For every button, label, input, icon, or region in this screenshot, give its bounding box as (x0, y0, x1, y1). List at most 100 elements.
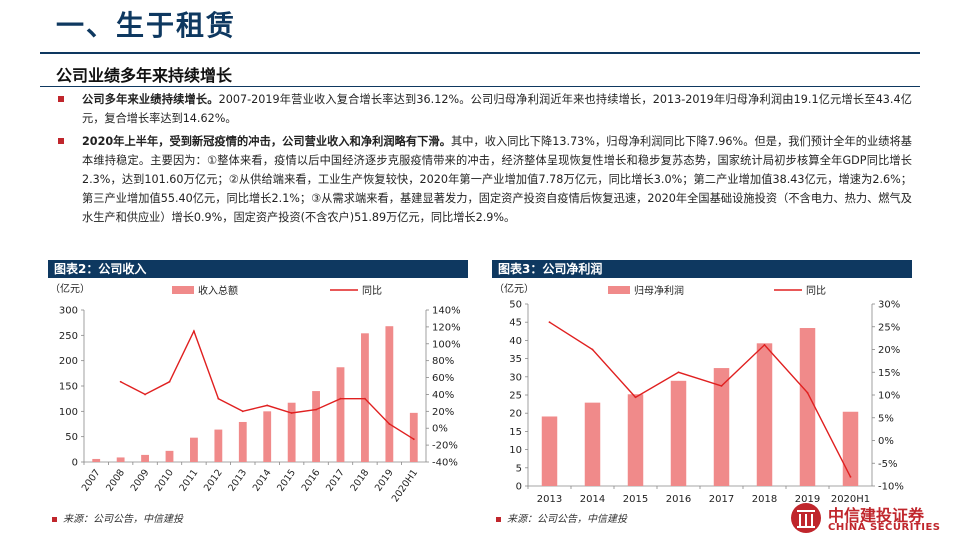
x-tick-label: 2013 (537, 494, 562, 504)
left-tick-label: 50 (509, 300, 522, 311)
page-title: 一、生于租赁 (56, 9, 237, 42)
bar (165, 450, 174, 462)
x-tick-label: 2016 (300, 467, 323, 493)
x-tick-label: 2009 (129, 467, 152, 493)
line-point (806, 391, 809, 394)
line-point (720, 385, 723, 387)
line-point (364, 397, 366, 400)
bar (584, 402, 601, 486)
left-tick-label: 40 (509, 336, 522, 347)
right-tick-label: 100% (432, 339, 461, 350)
x-tick-label: 2016 (666, 494, 691, 504)
right-tick-label: -10% (878, 482, 904, 493)
source-note-revenue: 来源：公司公告，中信建投 (52, 510, 183, 525)
bar (627, 394, 644, 486)
chart-panel-header-profit: 图表3：公司净利润 (492, 260, 912, 278)
line-point (388, 423, 391, 425)
right-tick-label: 80% (432, 356, 454, 367)
line-point (339, 397, 342, 400)
x-tick-label: 2015 (275, 467, 298, 493)
line-point (266, 404, 269, 407)
bullet-text: 2007-2019年营业收入复合增长率达到36.12%。公司归母净利润近年来也持… (82, 93, 912, 125)
x-tick-label: 2011 (178, 467, 201, 493)
line-point (119, 380, 122, 383)
section-subtitle: 公司业绩多年来持续增长 (56, 66, 233, 85)
x-tick-label: 2019 (373, 467, 396, 493)
net-profit-chart: （亿元） 归母净利润 同比 0 5 10 15 20 25 30 35 40 45 50 -10% -5% 0%… (494, 282, 904, 504)
legend-label-bar: 收入总额 (198, 284, 238, 297)
line-point (548, 321, 551, 324)
right-tick-label: 60% (432, 373, 454, 384)
right-tick-label: 40% (432, 390, 454, 401)
unit-label: （亿元） (50, 282, 90, 295)
bar (92, 458, 101, 462)
right-tick-label: 20% (878, 345, 900, 356)
bullet-marker-icon (58, 138, 64, 144)
right-tick-label: 30% (878, 300, 900, 311)
left-tick-label: 0 (72, 458, 78, 469)
left-tick-label: 100 (59, 407, 78, 418)
line-point (217, 397, 220, 400)
bar (190, 437, 198, 462)
bar (116, 457, 125, 462)
left-tick-label: 50 (65, 432, 78, 443)
chart-panel-header-revenue: 图表2：公司收入 (48, 260, 468, 278)
bar (263, 411, 272, 462)
line-point (315, 408, 317, 411)
logo-en-text: CHINA SECURITIES (828, 522, 941, 533)
source-text: 来源：公司公告，中信建投 (63, 514, 183, 525)
bullet-item: 公司多年来业绩持续增长。2007-2019年营业收入复合增长率达到36.12%。… (56, 90, 912, 128)
x-tick-label: 2017 (709, 494, 734, 504)
line-point (634, 396, 637, 399)
line-point (193, 330, 195, 333)
right-tick-label: 0% (878, 436, 894, 447)
x-tick-label: 2019 (795, 494, 820, 504)
left-tick-label: 0 (516, 482, 522, 493)
x-tick-label: 2014 (251, 467, 274, 493)
right-tick-label: 0% (432, 424, 448, 435)
bullet-lead: 2020年上半年，受到新冠疫情的冲击，公司营业收入和净利润略有下滑。 (82, 135, 451, 148)
bar (799, 328, 816, 486)
right-tick-label: 140% (432, 306, 461, 317)
right-tick-label: -20% (432, 441, 458, 452)
bullet-marker-icon (58, 96, 64, 102)
bar (336, 367, 345, 462)
line-point (591, 348, 594, 351)
bar (409, 412, 418, 462)
bar (842, 411, 859, 486)
bullet-list: 公司多年来业绩持续增长。2007-2019年营业收入复合增长率达到36.12%。… (56, 90, 912, 231)
source-text: 来源：公司公告，中信建投 (507, 514, 627, 525)
x-tick-label: 2013 (226, 467, 249, 493)
x-tick-label: 2008 (104, 467, 127, 493)
line-point (290, 412, 293, 414)
left-tick-label: 45 (509, 318, 522, 329)
right-tick-label: 10% (878, 391, 900, 402)
line-point (677, 371, 680, 374)
source-note-profit: 来源：公司公告，中信建投 (496, 510, 627, 525)
unit-label: （亿元） (494, 282, 534, 295)
source-marker-icon (52, 516, 57, 522)
bar (670, 380, 687, 486)
legend-label-line: 同比 (362, 285, 382, 297)
line-point (849, 476, 852, 478)
line-point (763, 344, 766, 346)
bar (214, 429, 223, 462)
bar (385, 326, 394, 462)
left-tick-label: 20 (509, 409, 522, 420)
left-tick-label: 5 (516, 463, 522, 474)
line-point (168, 380, 171, 383)
bar (287, 402, 296, 462)
right-tick-label: 25% (878, 322, 900, 333)
logo-cn-text: 中信建投证券 (828, 506, 925, 525)
bar (238, 421, 247, 462)
right-tick-label: 20% (432, 407, 454, 418)
legend-label-bar: 归母净利润 (634, 284, 684, 297)
bullet-lead: 公司多年来业绩持续增长。 (82, 93, 219, 106)
line-point (241, 410, 244, 413)
right-tick-label: -5% (878, 459, 897, 470)
x-tick-label: 2007 (80, 467, 103, 493)
x-tick-label: 2012 (202, 467, 225, 493)
bar (312, 391, 320, 462)
x-tick-label: 2018 (349, 467, 372, 493)
x-tick-label: 2020H1 (831, 494, 870, 504)
